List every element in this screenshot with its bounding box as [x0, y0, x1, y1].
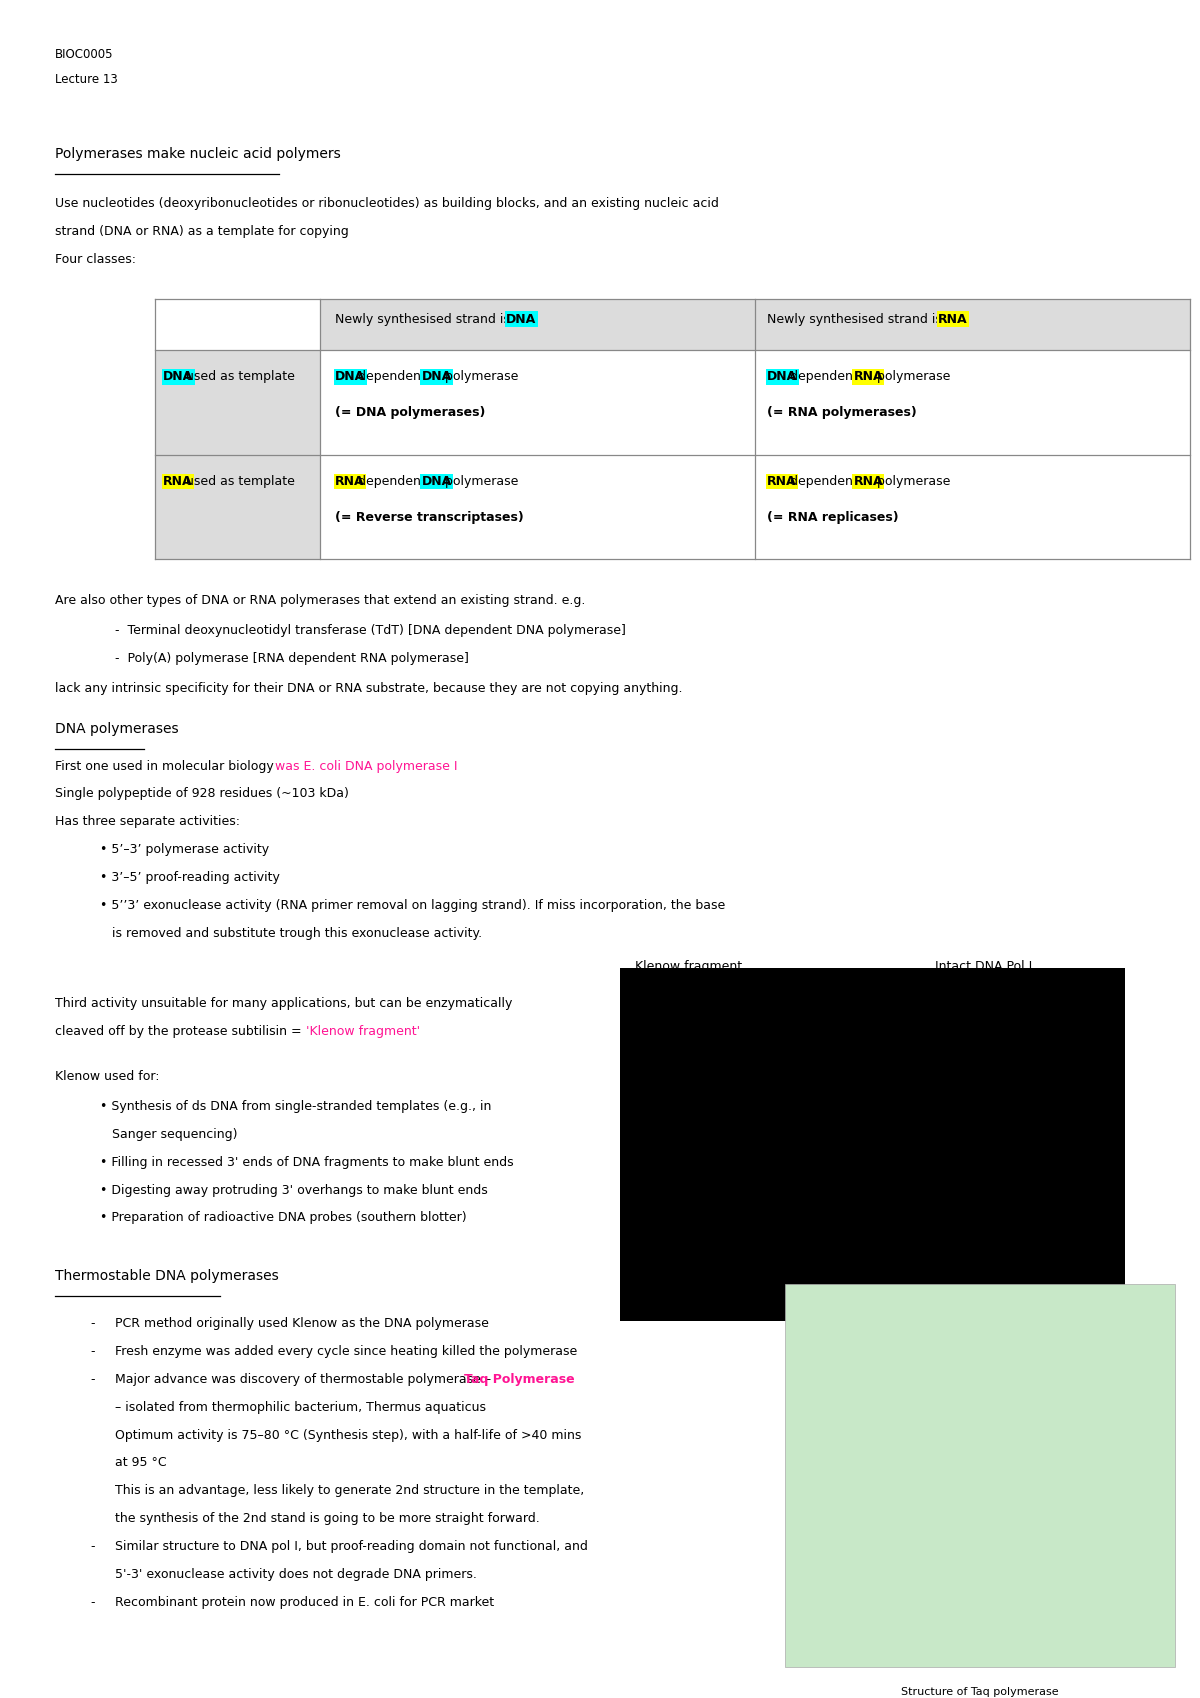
- Text: DNA: DNA: [421, 475, 452, 487]
- Text: -: -: [90, 1372, 95, 1386]
- Text: (= RNA replicases): (= RNA replicases): [767, 511, 899, 523]
- Text: BIOC0005: BIOC0005: [55, 48, 114, 61]
- Text: Fresh enzyme was added every cycle since heating killed the polymerase: Fresh enzyme was added every cycle since…: [115, 1345, 577, 1358]
- Text: DNA: DNA: [421, 370, 452, 384]
- Text: 'Klenow fragment': 'Klenow fragment': [306, 1026, 420, 1039]
- Text: RNA: RNA: [767, 475, 797, 487]
- Text: Taq Polymerase: Taq Polymerase: [464, 1372, 575, 1386]
- Text: polymerase: polymerase: [440, 370, 518, 384]
- Text: DNA: DNA: [767, 370, 797, 384]
- Text: PCR method originally used Klenow as the DNA polymerase: PCR method originally used Klenow as the…: [115, 1318, 488, 1330]
- Bar: [620, 968, 1126, 1321]
- Text: • 3’–5’ proof-reading activity: • 3’–5’ proof-reading activity: [100, 871, 280, 885]
- Bar: [320, 299, 755, 350]
- Text: Are also other types of DNA or RNA polymerases that extend an existing strand. e: Are also other types of DNA or RNA polym…: [55, 594, 586, 608]
- Text: Lecture 13: Lecture 13: [55, 73, 118, 85]
- Text: Optimum activity is 75–80 °C (Synthesis step), with a half-life of >40 mins: Optimum activity is 75–80 °C (Synthesis …: [115, 1428, 581, 1442]
- Text: -  Poly(A) polymerase [RNA dependent RNA polymerase]: - Poly(A) polymerase [RNA dependent RNA …: [115, 652, 469, 666]
- Text: -: -: [90, 1345, 95, 1358]
- Text: lack any intrinsic specificity for their DNA or RNA substrate, because they are : lack any intrinsic specificity for their…: [55, 683, 683, 694]
- Text: cleaved off by the protease subtilisin =: cleaved off by the protease subtilisin =: [55, 1026, 306, 1039]
- Bar: [785, 1284, 1175, 1667]
- Text: was E. coli DNA polymerase I: was E. coli DNA polymerase I: [275, 759, 458, 773]
- Text: Four classes:: Four classes:: [55, 253, 136, 267]
- Text: Similar structure to DNA pol I, but proof-reading domain not functional, and: Similar structure to DNA pol I, but proo…: [115, 1540, 588, 1554]
- Text: Sanger sequencing): Sanger sequencing): [112, 1127, 238, 1141]
- Text: -  Terminal deoxynucleotidyl transferase (TdT) [DNA dependent DNA polymerase]: - Terminal deoxynucleotidyl transferase …: [115, 625, 626, 637]
- Text: Thermostable DNA polymerases: Thermostable DNA polymerases: [55, 1268, 278, 1284]
- Text: This is an advantage, less likely to generate 2nd structure in the template,: This is an advantage, less likely to gen…: [115, 1484, 584, 1498]
- Bar: [155, 350, 320, 455]
- Text: RNA: RNA: [853, 370, 883, 384]
- Text: • Synthesis of ds DNA from single-stranded templates (e.g., in: • Synthesis of ds DNA from single-strand…: [100, 1100, 491, 1112]
- Text: Has three separate activities:: Has three separate activities:: [55, 815, 240, 829]
- Text: • Digesting away protruding 3' overhangs to make blunt ends: • Digesting away protruding 3' overhangs…: [100, 1184, 487, 1197]
- Text: polymerase: polymerase: [872, 370, 950, 384]
- Text: – isolated from thermophilic bacterium, Thermus aquaticus: – isolated from thermophilic bacterium, …: [115, 1401, 486, 1414]
- Text: DNA: DNA: [506, 312, 536, 326]
- Text: DNA: DNA: [335, 370, 365, 384]
- Text: dependent: dependent: [786, 475, 862, 487]
- Text: is removed and substitute trough this exonuclease activity.: is removed and substitute trough this ex…: [112, 927, 482, 939]
- Text: • 5’–3’ polymerase activity: • 5’–3’ polymerase activity: [100, 844, 269, 856]
- Text: Use nucleotides (deoxyribonucleotides or ribonucleotides) as building blocks, an: Use nucleotides (deoxyribonucleotides or…: [55, 197, 719, 211]
- Text: (= DNA polymerases): (= DNA polymerases): [335, 406, 485, 419]
- Text: polymerase: polymerase: [872, 475, 950, 487]
- Text: -: -: [90, 1596, 95, 1608]
- Text: dependent: dependent: [786, 370, 862, 384]
- Text: DNA polymerases: DNA polymerases: [55, 722, 179, 735]
- Text: Klenow fragment: Klenow fragment: [635, 959, 742, 973]
- Text: -: -: [90, 1540, 95, 1554]
- Text: used as template: used as template: [182, 370, 295, 384]
- Text: First one used in molecular biology: First one used in molecular biology: [55, 759, 277, 773]
- Text: Single polypeptide of 928 residues (~103 kDa): Single polypeptide of 928 residues (~103…: [55, 788, 349, 800]
- Bar: [755, 299, 1190, 350]
- Text: -: -: [90, 1318, 95, 1330]
- Text: Polymerases make nucleic acid polymers: Polymerases make nucleic acid polymers: [55, 148, 341, 161]
- Text: Third activity unsuitable for many applications, but can be enzymatically: Third activity unsuitable for many appli…: [55, 997, 512, 1010]
- Bar: [155, 455, 320, 559]
- Text: strand (DNA or RNA) as a template for copying: strand (DNA or RNA) as a template for co…: [55, 224, 349, 238]
- Text: Structure of Taq polymerase: Structure of Taq polymerase: [901, 1688, 1058, 1698]
- Text: DNA: DNA: [163, 370, 193, 384]
- Text: RNA: RNA: [163, 475, 193, 487]
- Text: polymerase: polymerase: [440, 475, 518, 487]
- Text: • 5’’3’ exonuclease activity (RNA primer removal on lagging strand). If miss inc: • 5’’3’ exonuclease activity (RNA primer…: [100, 898, 725, 912]
- Text: 5'-3' exonuclease activity does not degrade DNA primers.: 5'-3' exonuclease activity does not degr…: [115, 1567, 476, 1581]
- Text: RNA: RNA: [335, 475, 365, 487]
- Text: (= RNA polymerases): (= RNA polymerases): [767, 406, 917, 419]
- Text: dependent: dependent: [354, 475, 430, 487]
- Text: Intact DNA Pol I: Intact DNA Pol I: [935, 959, 1032, 973]
- Text: Major advance was discovery of thermostable polymerase –: Major advance was discovery of thermosta…: [115, 1372, 496, 1386]
- Text: RNA: RNA: [853, 475, 883, 487]
- Text: at 95 °C: at 95 °C: [115, 1457, 167, 1469]
- Text: RNA: RNA: [938, 312, 968, 326]
- Text: (= Reverse transcriptases): (= Reverse transcriptases): [335, 511, 523, 523]
- Text: Klenow used for:: Klenow used for:: [55, 1070, 160, 1083]
- Text: • Preparation of radioactive DNA probes (southern blotter): • Preparation of radioactive DNA probes …: [100, 1211, 467, 1224]
- Text: the synthesis of the 2nd stand is going to be more straight forward.: the synthesis of the 2nd stand is going …: [115, 1513, 540, 1525]
- Text: Newly synthesised strand is: Newly synthesised strand is: [335, 312, 514, 326]
- Text: dependent: dependent: [354, 370, 430, 384]
- Text: Newly synthesised strand is: Newly synthesised strand is: [767, 312, 946, 326]
- Text: Recombinant protein now produced in E. coli for PCR market: Recombinant protein now produced in E. c…: [115, 1596, 494, 1608]
- Text: used as template: used as template: [182, 475, 295, 487]
- Text: • Filling in recessed 3' ends of DNA fragments to make blunt ends: • Filling in recessed 3' ends of DNA fra…: [100, 1156, 514, 1168]
